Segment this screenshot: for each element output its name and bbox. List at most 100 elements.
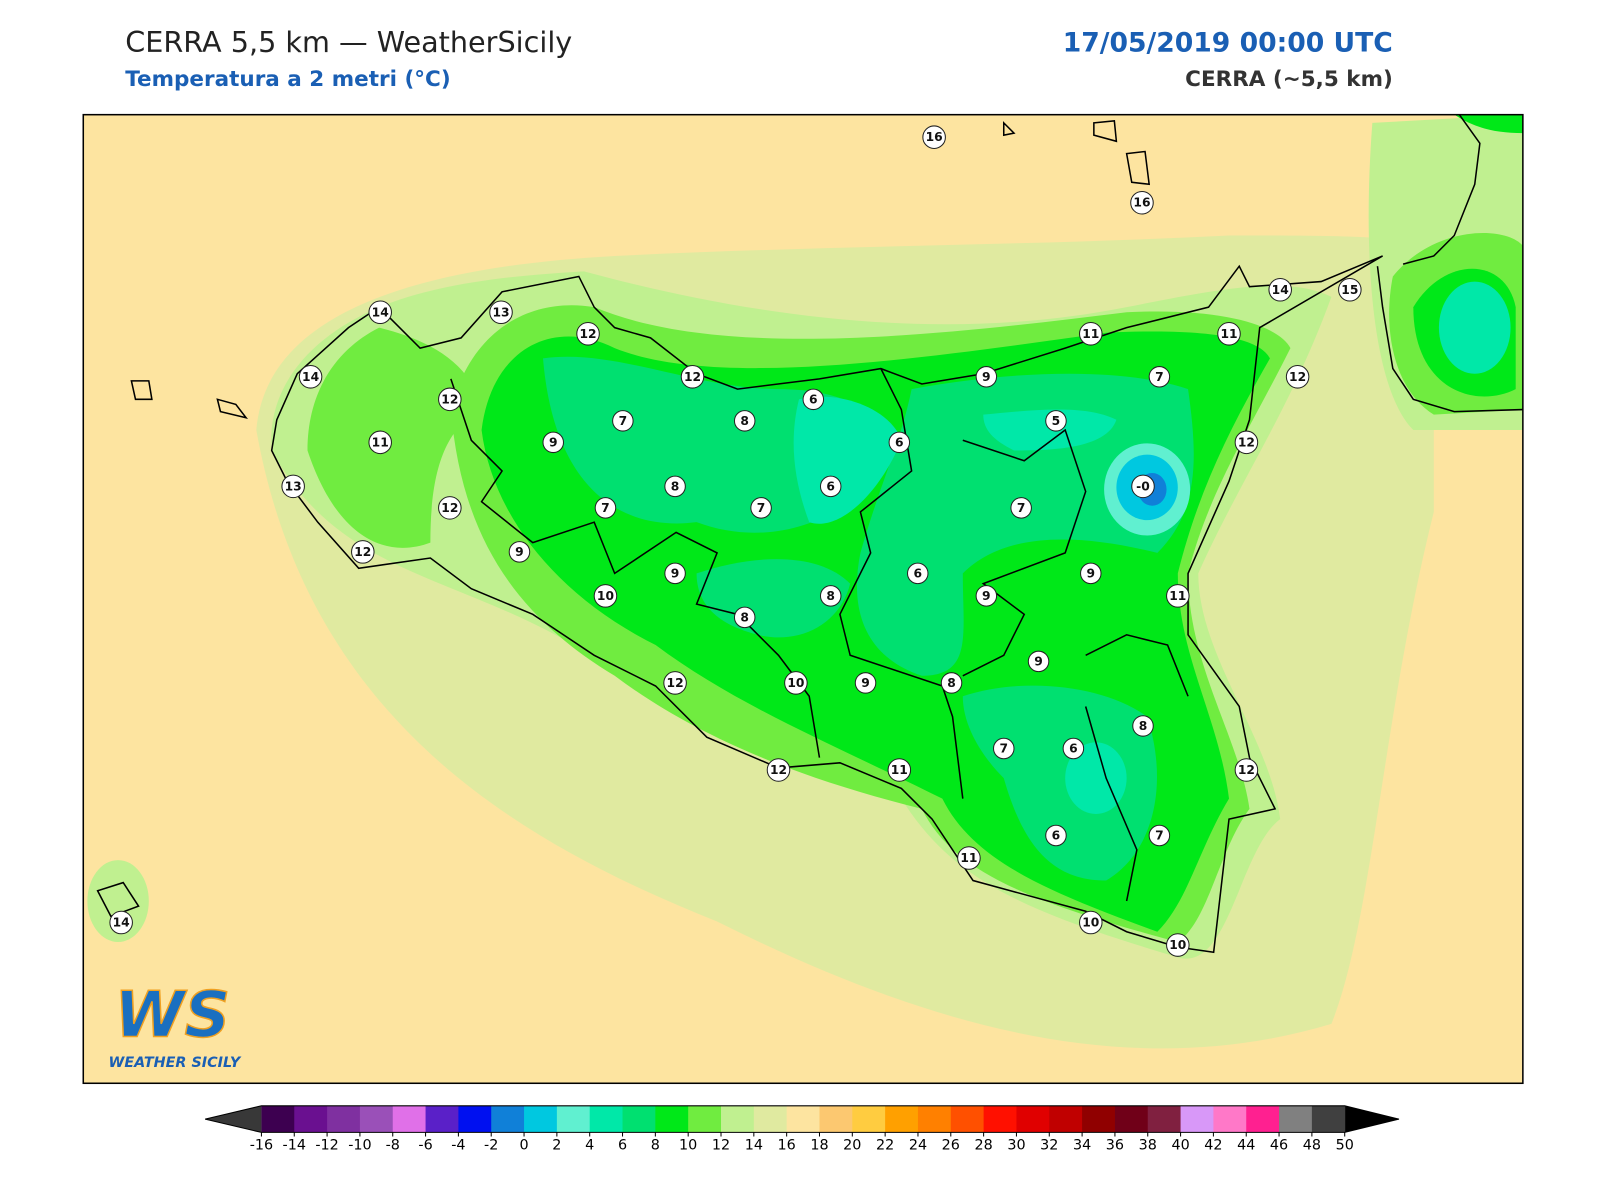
station-value: 8 bbox=[826, 589, 835, 603]
station-value: 12 bbox=[667, 676, 684, 690]
station-marker bbox=[1338, 277, 1362, 302]
station-marker bbox=[281, 474, 305, 499]
colorbar-tick-label: -2 bbox=[484, 1138, 498, 1154]
station-value: 7 bbox=[757, 501, 766, 515]
colorbar-cell bbox=[622, 1105, 656, 1133]
station-value: 8 bbox=[947, 676, 956, 690]
station-marker bbox=[1148, 366, 1171, 388]
colorbar-cell bbox=[1246, 1105, 1280, 1133]
colorbar-tick-label: 32 bbox=[1040, 1138, 1058, 1154]
station-marker bbox=[1045, 824, 1067, 847]
station-value: 9 bbox=[1034, 654, 1043, 668]
station-value: 16 bbox=[1133, 196, 1150, 210]
colorbar-tick-label: 28 bbox=[975, 1138, 993, 1154]
station-value: 6 bbox=[895, 435, 904, 449]
station-value: 12 bbox=[354, 545, 371, 559]
station-value: 12 bbox=[580, 327, 597, 341]
colorbar-tick-label: 6 bbox=[618, 1138, 627, 1154]
colorbar-cell bbox=[1311, 1105, 1346, 1133]
colorbar-tick-label: 14 bbox=[745, 1138, 763, 1154]
colorbar-tick-label: 8 bbox=[651, 1138, 660, 1154]
station-value: 12 bbox=[684, 370, 701, 384]
logo-name: WEATHER SICILY bbox=[109, 1055, 242, 1071]
colorbar-cell bbox=[425, 1105, 459, 1133]
station-value: 11 bbox=[1082, 327, 1099, 341]
station-marker bbox=[784, 671, 808, 695]
station-marker bbox=[351, 540, 375, 564]
station-value: 16 bbox=[926, 130, 943, 144]
station-marker bbox=[109, 910, 133, 935]
colorbar-cell bbox=[983, 1105, 1017, 1133]
station-value: 12 bbox=[770, 763, 787, 777]
colorbar-cell bbox=[1016, 1105, 1050, 1133]
station-marker bbox=[664, 475, 686, 498]
colorbar-cell bbox=[1049, 1105, 1083, 1133]
colorbar-under bbox=[205, 1105, 262, 1133]
station-value: 6 bbox=[1052, 828, 1061, 842]
station-marker bbox=[438, 496, 462, 520]
station-value: 7 bbox=[1155, 370, 1164, 384]
colorbar-tick-label: 44 bbox=[1237, 1138, 1255, 1154]
colorbar-tick-label: 16 bbox=[778, 1138, 796, 1154]
station-marker bbox=[1079, 322, 1103, 346]
station-value: 14 bbox=[113, 916, 130, 930]
station-value: 10 bbox=[597, 589, 614, 603]
station-marker bbox=[1234, 430, 1259, 455]
colorbar-tick-label: 42 bbox=[1204, 1138, 1222, 1154]
station-marker bbox=[975, 585, 998, 607]
colorbar-cell bbox=[819, 1105, 853, 1133]
station-marker bbox=[975, 366, 998, 388]
station-marker bbox=[508, 541, 531, 563]
colorbar-cell bbox=[688, 1105, 722, 1133]
station-value: 10 bbox=[1082, 916, 1099, 930]
station-marker bbox=[819, 585, 842, 607]
colorbar-tick-label: -12 bbox=[315, 1138, 338, 1154]
station-marker bbox=[733, 606, 756, 629]
station-value: 9 bbox=[982, 589, 991, 603]
station-marker bbox=[664, 562, 686, 585]
station-marker bbox=[1131, 474, 1155, 499]
colorbar-tick-label: -10 bbox=[348, 1138, 371, 1154]
colorbar-cell bbox=[392, 1105, 427, 1133]
station-marker bbox=[993, 737, 1015, 760]
station-marker bbox=[888, 431, 911, 454]
colorbar-cell bbox=[786, 1105, 820, 1133]
station-marker bbox=[438, 387, 462, 412]
date: 17/05/2019 00:00 UTC bbox=[1063, 28, 1393, 59]
colorbar-tick-label: 48 bbox=[1303, 1138, 1321, 1154]
station-value: -0 bbox=[1136, 479, 1150, 493]
station-value: 7 bbox=[999, 741, 1008, 755]
station-marker bbox=[750, 497, 772, 519]
station-value: 8 bbox=[740, 414, 749, 428]
station-value: 7 bbox=[619, 414, 628, 428]
colorbar-tick-label: 10 bbox=[679, 1138, 697, 1154]
station-value: 6 bbox=[1069, 741, 1078, 755]
colorbar-cell bbox=[950, 1105, 985, 1133]
colorbar-tick-label: -14 bbox=[283, 1138, 306, 1154]
station-marker bbox=[1268, 277, 1292, 302]
colorbar-tick-label: 30 bbox=[1007, 1138, 1025, 1154]
colorbar-cell bbox=[885, 1105, 919, 1133]
station-marker bbox=[766, 758, 791, 782]
station-value: 10 bbox=[1169, 938, 1186, 952]
colorbar-tick-label: 22 bbox=[876, 1138, 894, 1154]
title: CERRA 5,5 km — WeatherSicily bbox=[125, 25, 572, 59]
colorbar-tick-label: -6 bbox=[418, 1138, 432, 1154]
station-value: 8 bbox=[671, 479, 680, 493]
colorbar-tick-label: -8 bbox=[386, 1138, 400, 1154]
colorbar-tick-label: 0 bbox=[519, 1138, 528, 1154]
source: CERRA (~5,5 km) bbox=[1185, 67, 1393, 92]
station-value: 14 bbox=[372, 305, 389, 319]
colorbar-cell bbox=[1082, 1105, 1116, 1133]
station-marker bbox=[906, 562, 929, 585]
station-marker bbox=[368, 430, 392, 455]
station-marker bbox=[733, 410, 756, 432]
station-value: 11 bbox=[960, 851, 977, 865]
station-value: 9 bbox=[1087, 566, 1096, 580]
colorbar-cell bbox=[1213, 1105, 1247, 1133]
station-marker bbox=[854, 672, 877, 694]
station-value: 12 bbox=[441, 392, 458, 406]
colorbar-cell bbox=[294, 1105, 328, 1133]
station-value: 13 bbox=[492, 305, 509, 319]
